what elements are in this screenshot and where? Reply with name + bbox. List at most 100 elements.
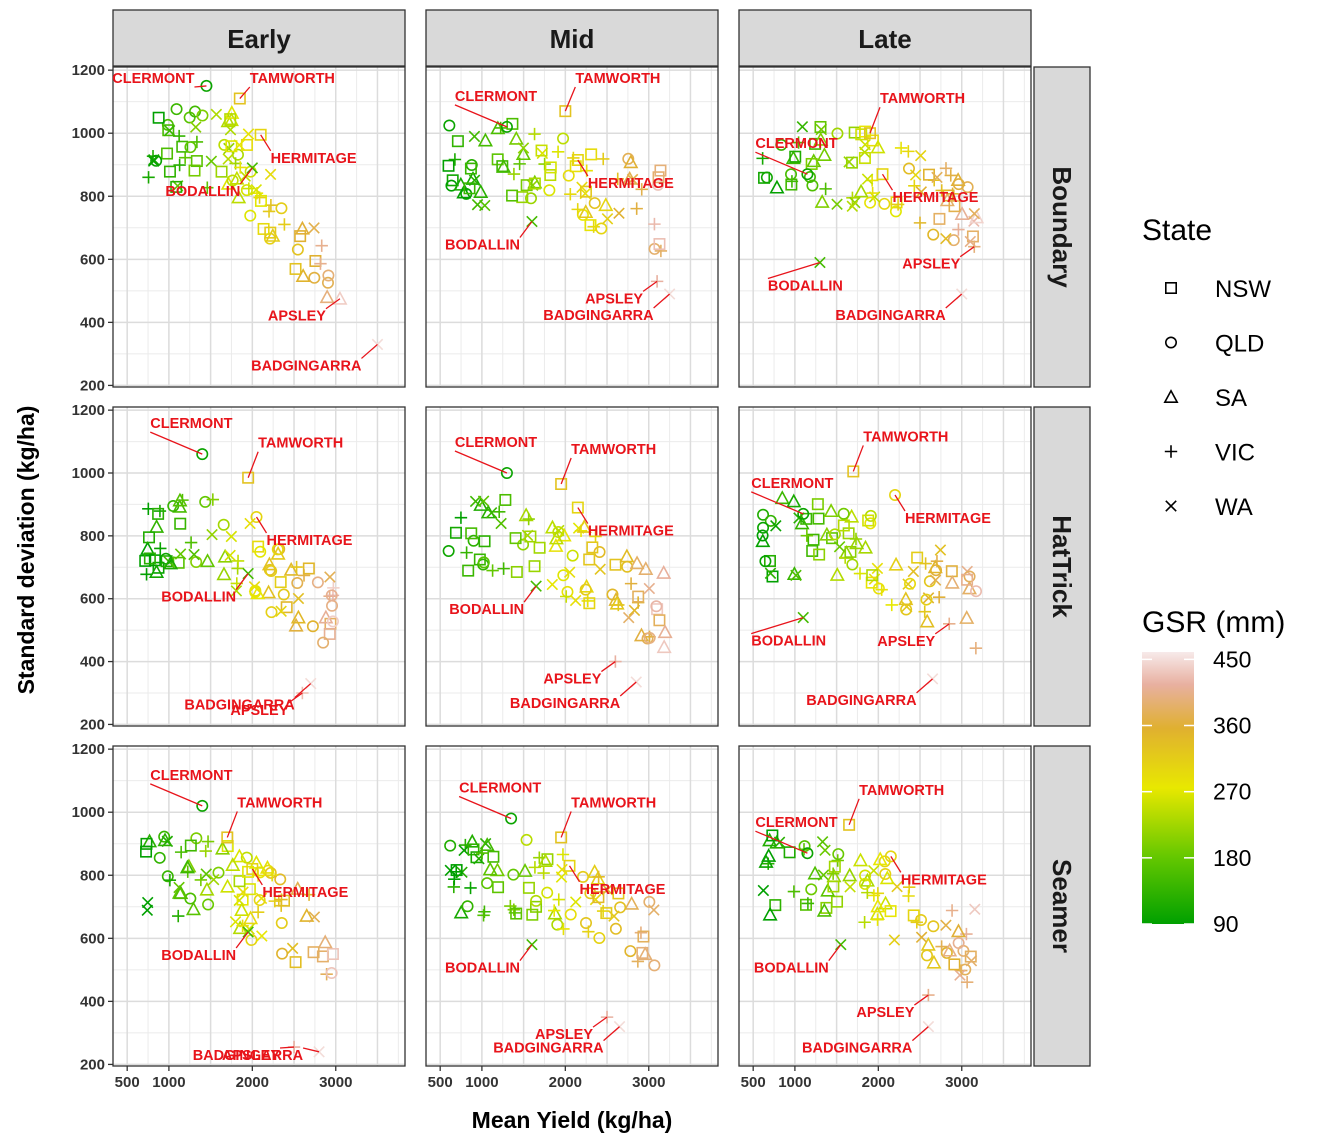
data-point (499, 493, 512, 506)
site-annotation-apsley: APSLEY (230, 686, 309, 719)
data-point (944, 169, 957, 182)
strip-label: Seamer (1047, 859, 1077, 953)
site-annotation-badgingarra: BADGINGARRA (510, 676, 643, 712)
site-point (797, 507, 810, 520)
data-point (927, 228, 940, 241)
data-point (533, 541, 546, 554)
x-tick-label: 3000 (632, 1074, 665, 1091)
data-point (524, 530, 537, 543)
data-point (275, 605, 287, 618)
data-point (805, 157, 818, 170)
data-point (902, 162, 915, 175)
data-point (157, 832, 173, 847)
data-point (820, 901, 833, 914)
data-point (576, 870, 589, 883)
data-point (952, 178, 965, 191)
panel-border (112, 745, 406, 1067)
site-label: BADGINGARRA (806, 693, 917, 709)
site-annotation-apsley: APSLEY (877, 617, 956, 650)
data-point (952, 223, 965, 236)
data-point (468, 174, 481, 187)
data-point (244, 209, 257, 222)
data-point (613, 207, 625, 220)
site-label: CLERMONT (112, 71, 194, 87)
data-point (755, 533, 771, 548)
data-point (234, 902, 250, 917)
data-point (843, 156, 855, 168)
site-label: BODALLIN (754, 961, 829, 977)
panel-seamer-late: TAMWORTH HERMITAGE CLERMONT BODALLIN APSLEY B… (738, 745, 1032, 1091)
site-annotation-hermitage: HERMITAGE (254, 128, 357, 167)
y-tick-label: 600 (80, 251, 105, 268)
site-point (600, 1010, 614, 1024)
color-bar (1142, 652, 1194, 924)
site-leader-line (653, 293, 671, 309)
data-point (547, 904, 561, 917)
data-point (829, 566, 845, 581)
data-point (471, 198, 484, 211)
data-point (551, 145, 565, 159)
site-label: TAMWORTH (250, 71, 335, 87)
site-point (876, 168, 889, 181)
site-label: TAMWORTH (859, 783, 944, 799)
data-point (816, 836, 829, 848)
data-point (199, 553, 216, 568)
site-leader-line (592, 1016, 608, 1028)
data-point (325, 589, 338, 602)
data-point (875, 583, 888, 596)
color-bar-ticks: 450 360 270 180 90 (1142, 646, 1251, 937)
data-point (940, 232, 952, 245)
data-point (902, 889, 915, 903)
data-point (477, 495, 490, 507)
data-point (257, 222, 270, 235)
data-point (652, 178, 665, 191)
data-point (294, 230, 307, 243)
data-point (870, 898, 886, 913)
data-point (543, 184, 556, 197)
data-point (530, 894, 543, 907)
strip-row-hattrick: HatTrick (1033, 406, 1091, 727)
data-point (188, 164, 201, 177)
site-leader-line (916, 678, 933, 694)
site-label: APSLEY (535, 1027, 593, 1043)
data-point (858, 916, 871, 929)
data-point (939, 162, 953, 175)
site-point (555, 477, 568, 490)
y-tick-label: 200 (80, 1056, 105, 1073)
data-point (493, 505, 506, 519)
data-point (794, 515, 810, 530)
data-point (280, 601, 293, 614)
data-point (758, 171, 771, 184)
data-point (225, 140, 238, 153)
y-tick-label: 400 (80, 993, 105, 1010)
data-point (888, 556, 904, 571)
data-point (215, 165, 228, 178)
data-point (465, 527, 478, 540)
panel-border (738, 745, 1032, 1067)
data-point (871, 562, 884, 575)
data-point (816, 902, 832, 917)
data-point (774, 490, 790, 505)
legend: State NSW QLD SA VIC WA GSR (mm) 450 360 270 18… (1142, 214, 1285, 937)
site-leader-line (454, 104, 508, 128)
data-point (217, 548, 233, 563)
data-point (184, 536, 198, 549)
data-point (306, 620, 319, 633)
legend-symbol-circle (1165, 336, 1178, 349)
site-label: HERMITAGE (588, 176, 674, 192)
data-point (274, 576, 287, 589)
data-point (218, 138, 231, 151)
data-point (185, 901, 202, 916)
site-annotation-hermitage: HERMITAGE (563, 859, 666, 898)
data-point (579, 185, 592, 198)
data-point (920, 593, 933, 606)
data-point (944, 574, 960, 589)
data-point (456, 184, 472, 199)
site-annotation-badgingarra: BADGINGARRA (493, 1020, 626, 1057)
data-point (295, 268, 311, 283)
data-point (308, 222, 320, 234)
data-point (945, 904, 959, 917)
site-point (242, 471, 255, 484)
site-annotation-clermont: CLERMONT (150, 768, 233, 812)
